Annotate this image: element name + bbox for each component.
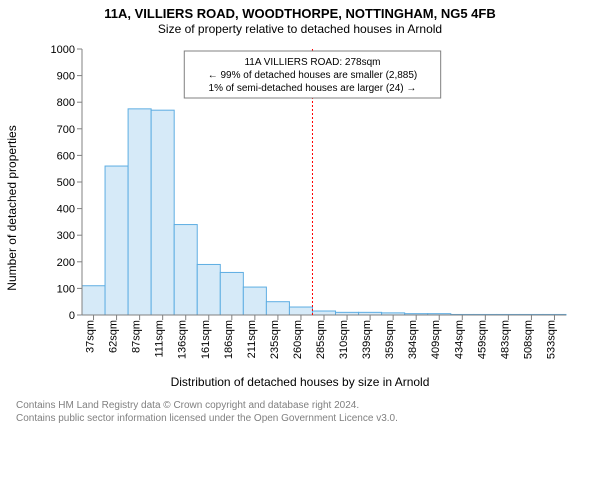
x-tick-label: 62sqm — [108, 320, 120, 353]
x-tick-label: 483sqm — [499, 320, 511, 359]
bar — [151, 110, 174, 315]
y-tick-label: 700 — [57, 124, 75, 136]
bar — [266, 302, 289, 315]
x-tick-label: 384sqm — [407, 320, 419, 359]
chart-svg: 0 100 200 300 400 500 600 700 800 900 1000 37sqm 62s… — [48, 43, 572, 373]
y-tick-label: 600 — [57, 151, 75, 163]
x-tick-label: 285sqm — [315, 320, 327, 359]
chart-title-main: 11A, VILLIERS ROAD, WOODTHORPE, NOTTINGH… — [0, 6, 600, 22]
x-tick-label: 533sqm — [545, 320, 557, 359]
bar — [289, 307, 312, 315]
footnote: Contains HM Land Registry data © Crown c… — [0, 399, 600, 425]
annotation-line: 11A VILLIERS ROAD: 278sqm — [244, 57, 380, 68]
y-tick-label: 100 — [57, 284, 75, 296]
y-tick-label: 400 — [57, 204, 75, 216]
bar — [174, 225, 197, 315]
bar — [105, 166, 128, 315]
bar — [312, 311, 335, 315]
bar — [220, 273, 243, 316]
chart-title-sub: Size of property relative to detached ho… — [0, 22, 600, 37]
bar — [128, 109, 151, 315]
y-tick-label: 500 — [57, 177, 75, 189]
x-tick-label: 161sqm — [200, 320, 212, 359]
x-tick-label: 434sqm — [453, 320, 465, 359]
x-tick-label: 508sqm — [522, 320, 534, 359]
y-axis-label: Number of detached properties — [5, 126, 19, 291]
x-tick-label: 87sqm — [131, 320, 143, 353]
x-tick-label: 235sqm — [269, 320, 281, 359]
y-tick-label: 900 — [57, 71, 75, 83]
y-tick-label: 300 — [57, 230, 75, 242]
y-tick-label: 800 — [57, 97, 75, 109]
x-tick-label: 359sqm — [384, 320, 396, 359]
bar — [243, 287, 266, 315]
x-axis-label: Distribution of detached houses by size … — [0, 375, 600, 389]
x-tick-label: 260sqm — [292, 320, 304, 359]
plot-area: Number of detached properties 0100200300… — [48, 43, 600, 373]
x-tick-label: 409sqm — [430, 320, 442, 359]
x-tick-label: 186sqm — [223, 320, 235, 359]
x-tick-label: 310sqm — [338, 320, 350, 359]
annotation-line: 1% of semi-detached houses are larger (2… — [209, 83, 417, 94]
bar — [82, 286, 105, 315]
footnote-line-2: Contains public sector information licen… — [16, 412, 584, 425]
x-tick-label: 111sqm — [154, 320, 166, 358]
x-tick-label: 339sqm — [361, 320, 373, 359]
x-tick-label: 459sqm — [476, 320, 488, 359]
x-tick-label: 136sqm — [177, 320, 189, 359]
y-tick-label: 1000 — [51, 44, 75, 56]
y-tick-label: 200 — [57, 257, 75, 269]
annotation-line: ← 99% of detached houses are smaller (2,… — [208, 70, 418, 81]
x-tick-label: 37sqm — [85, 320, 97, 353]
bar — [197, 265, 220, 316]
y-tick-label: 0 — [69, 310, 75, 322]
x-tick-label: 211sqm — [246, 320, 258, 358]
footnote-line-1: Contains HM Land Registry data © Crown c… — [16, 399, 584, 412]
